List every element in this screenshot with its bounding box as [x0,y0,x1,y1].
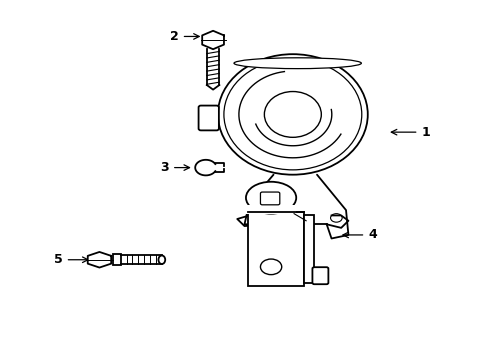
Ellipse shape [158,256,165,264]
Bar [206,49,219,88]
Polygon shape [202,31,224,49]
Text: 3: 3 [160,161,189,174]
Text: 1: 1 [390,126,429,139]
Bar [245,205,296,214]
Bar [247,212,303,286]
FancyBboxPatch shape [198,105,219,130]
Text: 4: 4 [342,229,376,242]
Ellipse shape [233,58,361,69]
Text: 5: 5 [54,253,88,266]
Bar [121,256,162,264]
Polygon shape [87,252,111,267]
Ellipse shape [245,182,296,214]
Ellipse shape [218,54,367,175]
Bar [303,215,314,283]
Text: 2: 2 [170,30,199,43]
Bar [113,254,121,265]
FancyBboxPatch shape [312,267,328,284]
